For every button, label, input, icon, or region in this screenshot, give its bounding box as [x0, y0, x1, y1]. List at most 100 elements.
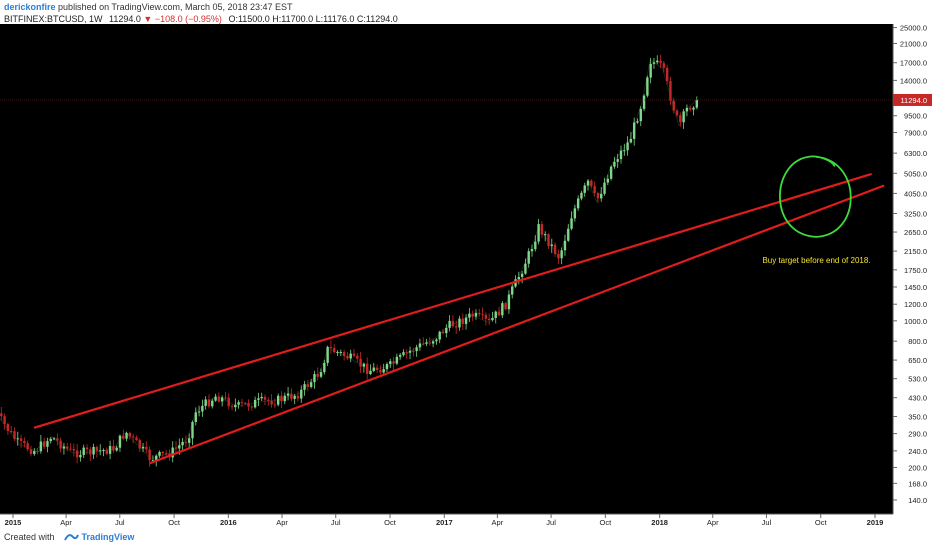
candle-body [95, 446, 99, 451]
tradingview-brand[interactable]: TradingView [81, 532, 135, 542]
candle-body [359, 358, 362, 367]
candle-body [3, 416, 6, 424]
candle-body [616, 159, 619, 162]
price-chart[interactable]: Buy target before end of 2018. 140.0 168.… [0, 24, 932, 534]
y-tick-label: 1000.0 [904, 317, 927, 326]
candle-body [293, 395, 296, 399]
x-tick-label: Oct [815, 518, 828, 527]
x-tick-label: 2019 [867, 518, 884, 527]
candle-body [151, 460, 155, 462]
candle-body [563, 240, 567, 251]
y-tick-label: 17000.0 [900, 59, 927, 68]
y-tick-label: 800.0 [908, 337, 927, 346]
candle-body [504, 303, 507, 310]
candle-body [300, 389, 303, 399]
candle-body [497, 311, 501, 316]
candle-body [247, 403, 250, 407]
plot-area[interactable] [0, 24, 893, 514]
candle-body [567, 228, 570, 241]
candle-body [669, 81, 672, 101]
candle-body [679, 115, 682, 123]
y-tick-label: 140.0 [908, 496, 927, 505]
x-tick-label: 2017 [436, 518, 453, 527]
candle-body [329, 346, 333, 348]
candle-body [540, 224, 544, 235]
target-circle[interactable] [779, 155, 852, 238]
candle-body [194, 412, 197, 422]
y-tick-label: 7900.0 [904, 129, 927, 138]
trendline[interactable] [33, 173, 872, 429]
candle-body [517, 276, 521, 280]
trendline[interactable] [149, 184, 885, 465]
candle-body [273, 404, 277, 406]
x-tick-label: Apr [492, 518, 504, 527]
candle-body [553, 244, 557, 254]
candle-body [464, 317, 468, 324]
candle-body [62, 446, 66, 449]
x-tick-label: Apr [60, 518, 72, 527]
candle-body [257, 398, 260, 400]
candle-body [276, 395, 280, 405]
candle-body [369, 370, 372, 375]
candle-body [155, 455, 158, 461]
candle-body [349, 353, 352, 359]
candle-body [184, 441, 188, 443]
y-tick-label: 240.0 [908, 447, 927, 456]
candle-body [82, 447, 85, 455]
published-text: published on TradingView.com, March 05, … [58, 2, 293, 12]
candle-body [39, 441, 43, 452]
candle-body [102, 450, 105, 452]
annotation-text[interactable]: Buy target before end of 2018. [762, 256, 870, 265]
x-tick-label: 2018 [651, 518, 668, 527]
candle-body [197, 411, 201, 413]
candle-body [441, 331, 445, 334]
candle-body [89, 449, 92, 455]
candle-body [395, 356, 399, 364]
candle-body [174, 447, 178, 449]
candle-body [609, 166, 613, 179]
candle-body [474, 312, 478, 317]
x-tick-label: 2015 [5, 518, 22, 527]
candle-body [422, 343, 425, 345]
y-tick-label: 530.0 [908, 375, 927, 384]
candle-body [570, 218, 573, 229]
candle-body [141, 446, 145, 449]
ohlc-values: O:11500.0 H:11700.0 L:11176.0 C:11294.0 [228, 14, 398, 24]
candle-body [326, 346, 329, 363]
candle-body [629, 138, 633, 143]
y-tick-label: 14000.0 [900, 76, 927, 85]
x-tick-label: Jul [331, 518, 341, 527]
y-tick-label: 200.0 [908, 463, 927, 472]
candle-body [286, 393, 290, 396]
candle-body [431, 341, 435, 344]
candle-body [392, 361, 395, 364]
candle-body [23, 440, 26, 444]
candle-body [13, 431, 16, 439]
y-tick-label: 4050.0 [904, 189, 927, 198]
candle-body [550, 244, 553, 247]
tradingview-logo-icon [63, 532, 79, 542]
candle-body [220, 397, 224, 402]
candle-body [481, 314, 484, 316]
x-tick-label: 2016 [220, 518, 237, 527]
candle-body [511, 286, 514, 295]
y-tick-label: 290.0 [908, 430, 927, 439]
candle-body [527, 251, 530, 264]
candle-body [148, 449, 151, 461]
candle-body [520, 273, 524, 277]
candle-body [333, 347, 336, 353]
symbol-label: BITFINEX:BTCUSD, 1W [4, 14, 103, 24]
candle-body [672, 100, 675, 111]
candle-body [171, 447, 174, 458]
y-tick-label: 1200.0 [904, 300, 927, 309]
candle-body [445, 327, 448, 334]
candle-body [590, 180, 593, 186]
candle-body [415, 347, 418, 352]
candle-body [342, 351, 346, 356]
candle-body [586, 180, 590, 186]
candle-body [33, 451, 36, 455]
author-name[interactable]: derickonfire [4, 2, 56, 12]
candle-body [214, 396, 217, 401]
candle-body [112, 445, 115, 451]
candle-body [16, 438, 19, 440]
